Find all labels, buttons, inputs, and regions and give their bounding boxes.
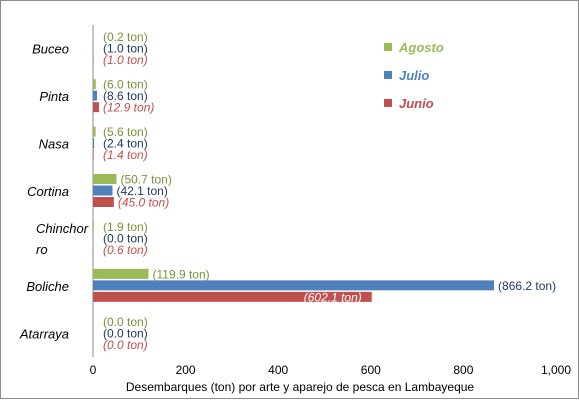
- legend-label-agosto: Agosto: [398, 40, 444, 55]
- category-label-nasa: Nasa: [39, 137, 69, 152]
- legend-label-julio: Julio: [399, 68, 429, 83]
- x-tick-label: 800: [453, 363, 473, 377]
- data-label-junio-boliche: (602.1 ton): [304, 290, 362, 304]
- x-tick-label: 200: [176, 363, 196, 377]
- data-label-junio-nasa: (1.4 ton): [103, 148, 148, 162]
- category-label-cortina: Cortina: [27, 184, 69, 199]
- legend-swatch-julio: [384, 71, 392, 79]
- data-labels-group: (0.2 ton)(1.0 ton)(1.0 ton)(6.0 ton)(8.6…: [103, 30, 556, 352]
- category-label-buceo: Buceo: [32, 42, 69, 57]
- x-axis-title: Desembarques (ton) por arte y aparejo de…: [126, 380, 475, 394]
- bar-junio-cortina: [93, 197, 114, 207]
- data-label-junio-buceo: (1.0 ton): [103, 53, 148, 67]
- data-label-agosto-boliche: (119.9 ton): [153, 267, 210, 281]
- legend-label-junio: Junio: [399, 96, 434, 111]
- bar-junio-pinta: [93, 102, 99, 112]
- legend-swatch-agosto: [384, 43, 392, 51]
- bar-julio-pinta: [93, 91, 97, 101]
- bar-agosto-nasa: [93, 127, 96, 137]
- legend-swatch-junio: [384, 99, 392, 107]
- x-axis-ticks: 0 200 400 600 800 1,000: [90, 363, 572, 377]
- x-tick-label: 400: [268, 363, 288, 377]
- bar-julio-nasa: [93, 138, 94, 148]
- bars-group: [93, 32, 494, 302]
- x-tick-label: 600: [361, 363, 381, 377]
- x-tick-label: 1,000: [541, 363, 571, 377]
- data-label-julio-boliche: (866.2 ton): [498, 279, 556, 293]
- data-label-junio-atarraya: (0.0 ton): [103, 338, 148, 352]
- bar-agosto-pinta: [93, 79, 96, 89]
- category-label-boliche: Boliche: [26, 279, 69, 294]
- bar-junio-nasa: [93, 150, 94, 160]
- bar-julio-boliche: [93, 280, 494, 290]
- bar-julio-cortina: [93, 186, 112, 196]
- bar-agosto-boliche: [93, 269, 149, 279]
- data-label-junio-chinchor-ro: (0.6 ton): [103, 243, 148, 257]
- bar-agosto-cortina: [93, 174, 116, 184]
- category-label-pinta: Pinta: [39, 89, 69, 104]
- x-tick-label: 0: [90, 363, 97, 377]
- data-label-junio-cortina: (45.0 ton): [118, 196, 169, 210]
- legend: Agosto Julio Junio: [384, 40, 444, 111]
- bar-agosto-chinchor-ro: [93, 221, 94, 231]
- data-label-junio-pinta: (12.9 ton): [103, 101, 154, 115]
- category-label-atarraya: Atarraya: [19, 326, 69, 341]
